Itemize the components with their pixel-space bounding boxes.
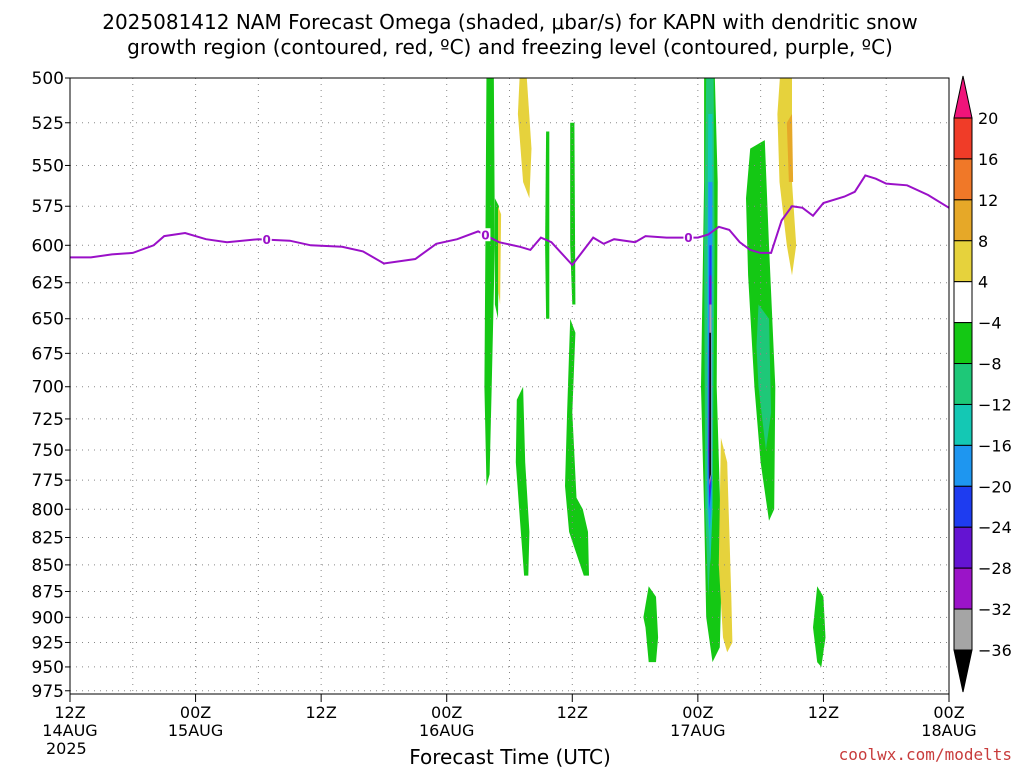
omega-region-20 bbox=[777, 78, 797, 276]
colorbar-label-11: −28 bbox=[978, 559, 1012, 578]
colorbar-top-arrow bbox=[953, 75, 973, 119]
omega-region-6 bbox=[515, 386, 530, 576]
colorbar-label-12: −32 bbox=[978, 600, 1012, 619]
omega-region-17 bbox=[718, 437, 733, 653]
freezing-level-label-1: 0 bbox=[481, 229, 489, 243]
y-tick-label-975: 975 bbox=[32, 682, 64, 702]
y-tick-label-950: 950 bbox=[32, 658, 64, 678]
colorbar-swatch-4 bbox=[953, 240, 973, 283]
y-tick-label-875: 875 bbox=[32, 582, 64, 602]
grid-lines bbox=[70, 77, 949, 694]
colorbar-swatch-8 bbox=[953, 403, 973, 446]
colorbar-label-1: 16 bbox=[978, 150, 998, 169]
colorbar-label-3: 8 bbox=[978, 232, 988, 251]
colorbar-label-2: 12 bbox=[978, 191, 998, 210]
chart-title-line2: growth region (contoured, red, ºC) and f… bbox=[127, 35, 893, 59]
x-tick-year-0: 2025 bbox=[46, 739, 87, 758]
y-tick-label-775: 775 bbox=[32, 471, 64, 491]
y-tick-label-675: 675 bbox=[32, 344, 64, 364]
omega-region-4 bbox=[545, 131, 550, 319]
colorbar-swatch-13 bbox=[953, 608, 973, 651]
x-tick-label-6: 12Z bbox=[808, 703, 839, 722]
chart-title-line1: 2025081412 NAM Forecast Omega (shaded, μ… bbox=[102, 10, 918, 34]
x-tick-label-4: 12Z bbox=[557, 703, 588, 722]
colorbar-swatch-12 bbox=[953, 567, 973, 610]
x-tick-date-1: 15AUG bbox=[168, 721, 223, 740]
plot-area bbox=[484, 78, 826, 667]
colorbar-swatch-1 bbox=[953, 117, 973, 160]
omega-region-5 bbox=[570, 122, 576, 305]
colorbar-swatch-5 bbox=[953, 281, 973, 324]
y-tick-label-900: 900 bbox=[32, 608, 64, 628]
freezing-label-bg-0 bbox=[261, 232, 272, 246]
x-tick-label-2: 12Z bbox=[305, 703, 336, 722]
colorbar-label-10: −24 bbox=[978, 518, 1012, 537]
x-tick-date-5: 17AUG bbox=[670, 721, 725, 740]
colorbar-label-8: −16 bbox=[978, 436, 1012, 455]
y-tick-label-850: 850 bbox=[32, 556, 64, 576]
credit-text: coolwx.com/modelts bbox=[839, 745, 1012, 764]
colorbar-label-5: −4 bbox=[978, 314, 1002, 333]
omega-region-22 bbox=[813, 586, 826, 667]
y-tick-label-725: 725 bbox=[32, 410, 64, 430]
colorbar: 20 16 12 8 4 −4 −8 −12 −16 −20 −24 −28 −32 −36 bbox=[953, 75, 1012, 693]
y-tick-label-800: 800 bbox=[32, 500, 64, 520]
plot-frame bbox=[69, 77, 950, 695]
omega-region-7 bbox=[565, 318, 589, 576]
colorbar-swatch-10 bbox=[953, 485, 973, 528]
y-tick-label-600: 600 bbox=[32, 236, 64, 256]
colorbar-swatch-3 bbox=[953, 199, 973, 242]
colorbar-label-7: −12 bbox=[978, 395, 1012, 414]
y-tick-label-575: 575 bbox=[32, 197, 64, 217]
y-tick-label-700: 700 bbox=[32, 378, 64, 398]
colorbar-label-4: 4 bbox=[978, 273, 988, 292]
y-tick-label-825: 825 bbox=[32, 528, 64, 548]
y-tick-label-525: 525 bbox=[32, 114, 64, 134]
omega-region-16 bbox=[709, 332, 711, 481]
y-tick-label-625: 625 bbox=[32, 274, 64, 294]
omega-region-19 bbox=[756, 304, 772, 450]
colorbar-label-9: −20 bbox=[978, 477, 1012, 496]
x-tick-date-0: 14AUG bbox=[42, 721, 97, 740]
y-tick-label-550: 550 bbox=[32, 156, 64, 176]
x-tick-label-3: 00Z bbox=[431, 703, 462, 722]
omega-region-8 bbox=[643, 586, 659, 663]
y-tick-label-650: 650 bbox=[32, 310, 64, 330]
omega-region-3 bbox=[498, 206, 502, 305]
freezing-level-line bbox=[70, 174, 950, 267]
x-tick-date-7: 18AUG bbox=[921, 721, 976, 740]
colorbar-swatch-9 bbox=[953, 444, 973, 487]
y-axis-ticks: 500 525 550 575 600 625 650 675 700 725 750 775 800 8… bbox=[32, 69, 70, 702]
omega-region-1 bbox=[517, 78, 532, 199]
colorbar-swatch-6 bbox=[953, 322, 973, 365]
colorbar-swatch-2 bbox=[953, 158, 973, 201]
freezing-label-bg-1 bbox=[480, 228, 491, 242]
colorbar-label-13: −36 bbox=[978, 641, 1012, 660]
x-tick-label-1: 00Z bbox=[180, 703, 211, 722]
colorbar-swatch-7 bbox=[953, 363, 973, 405]
freezing-level-label-0: 0 bbox=[263, 233, 271, 247]
x-tick-label-7: 00Z bbox=[933, 703, 964, 722]
colorbar-label-0: 20 bbox=[978, 109, 998, 128]
x-tick-label-0: 12Z bbox=[54, 703, 85, 722]
omega-region-21 bbox=[786, 114, 794, 182]
omega-region-0 bbox=[484, 78, 495, 486]
freezing-level-contour: 0 0 0 bbox=[70, 174, 950, 267]
y-tick-label-925: 925 bbox=[32, 633, 64, 653]
x-axis-label: Forecast Time (UTC) bbox=[409, 745, 611, 768]
y-tick-label-500: 500 bbox=[32, 69, 64, 89]
colorbar-swatch-11 bbox=[953, 526, 973, 569]
y-tick-label-750: 750 bbox=[32, 441, 64, 461]
x-tick-date-3: 16AUG bbox=[419, 721, 474, 740]
colorbar-label-6: −8 bbox=[978, 355, 1002, 374]
freezing-level-label-2: 0 bbox=[684, 231, 692, 245]
freezing-label-bg-2 bbox=[683, 230, 694, 244]
omega-region-2 bbox=[494, 198, 499, 319]
x-tick-label-5: 00Z bbox=[682, 703, 713, 722]
colorbar-bottom-arrow bbox=[953, 649, 973, 693]
